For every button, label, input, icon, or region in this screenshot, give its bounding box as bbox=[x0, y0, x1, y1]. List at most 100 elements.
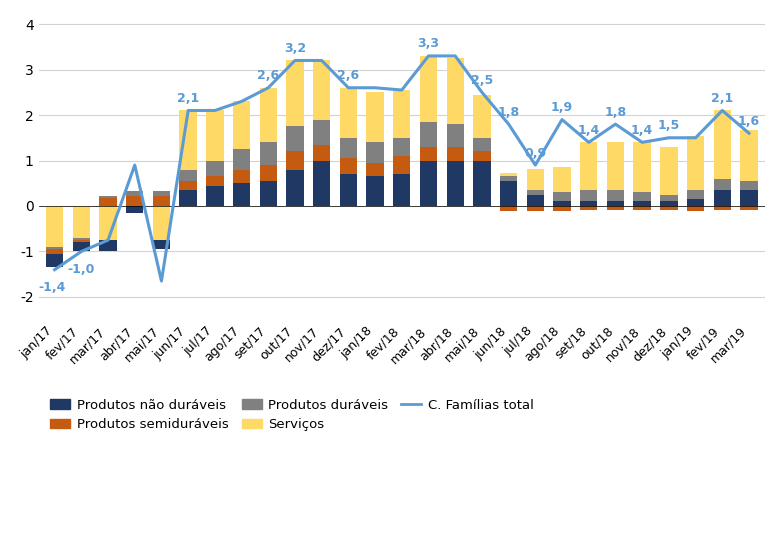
Bar bbox=[500, 181, 517, 206]
Bar bbox=[233, 170, 250, 183]
Bar bbox=[526, 206, 544, 212]
Text: 1,5: 1,5 bbox=[658, 120, 680, 133]
Bar bbox=[446, 58, 464, 124]
Bar bbox=[393, 156, 410, 174]
Bar bbox=[179, 181, 197, 190]
Bar bbox=[473, 151, 491, 161]
Bar bbox=[420, 56, 438, 122]
Bar bbox=[526, 190, 544, 195]
Bar bbox=[46, 206, 63, 247]
Text: 1,4: 1,4 bbox=[631, 124, 654, 137]
Bar bbox=[206, 176, 224, 186]
Text: 2,6: 2,6 bbox=[337, 69, 360, 82]
Bar bbox=[260, 165, 277, 181]
Bar bbox=[206, 161, 224, 176]
Bar bbox=[740, 190, 757, 206]
Legend: Produtos não duráveis, Produtos semiduráveis, Produtos duráveis, Serviços, C. Fa: Produtos não duráveis, Produtos semidurá… bbox=[45, 393, 539, 437]
Bar bbox=[99, 195, 117, 198]
Text: 3,3: 3,3 bbox=[417, 37, 439, 50]
Bar bbox=[367, 142, 384, 163]
Bar bbox=[473, 95, 491, 138]
Bar bbox=[553, 201, 571, 206]
Bar bbox=[340, 138, 357, 159]
Bar bbox=[580, 206, 597, 209]
Bar bbox=[367, 176, 384, 206]
Bar bbox=[153, 206, 170, 240]
Text: -1,4: -1,4 bbox=[38, 281, 66, 294]
Bar bbox=[420, 147, 438, 161]
Bar bbox=[526, 169, 544, 190]
Bar bbox=[179, 190, 197, 206]
Text: 1,6: 1,6 bbox=[738, 115, 760, 128]
Bar bbox=[687, 199, 704, 206]
Bar bbox=[260, 142, 277, 165]
Bar bbox=[153, 192, 170, 196]
Bar bbox=[446, 147, 464, 161]
Bar bbox=[313, 161, 331, 206]
Bar bbox=[313, 61, 331, 120]
Bar bbox=[126, 192, 144, 196]
Bar bbox=[126, 196, 144, 206]
Bar bbox=[126, 206, 144, 213]
Bar bbox=[714, 190, 731, 206]
Bar bbox=[73, 238, 90, 240]
Bar bbox=[473, 161, 491, 206]
Bar bbox=[526, 195, 544, 206]
Bar bbox=[179, 170, 197, 181]
Bar bbox=[473, 138, 491, 151]
Bar bbox=[340, 174, 357, 206]
Bar bbox=[420, 122, 438, 147]
Bar bbox=[286, 170, 303, 206]
Bar bbox=[607, 206, 624, 209]
Bar bbox=[740, 206, 757, 209]
Bar bbox=[500, 206, 517, 212]
Bar bbox=[714, 110, 731, 179]
Bar bbox=[73, 240, 90, 242]
Bar bbox=[607, 201, 624, 206]
Bar bbox=[714, 206, 731, 209]
Bar bbox=[313, 144, 331, 161]
Bar bbox=[286, 151, 303, 170]
Bar bbox=[99, 198, 117, 206]
Bar bbox=[660, 195, 678, 201]
Bar bbox=[580, 190, 597, 201]
Bar bbox=[233, 149, 250, 170]
Bar bbox=[633, 201, 651, 206]
Bar bbox=[660, 206, 678, 209]
Text: 2,1: 2,1 bbox=[711, 92, 733, 105]
Bar bbox=[206, 110, 224, 161]
Text: 1,9: 1,9 bbox=[551, 101, 573, 114]
Bar bbox=[286, 61, 303, 127]
Bar bbox=[73, 242, 90, 252]
Bar bbox=[714, 179, 731, 190]
Bar bbox=[260, 181, 277, 206]
Bar bbox=[260, 88, 277, 142]
Text: 1,8: 1,8 bbox=[604, 105, 626, 118]
Bar bbox=[153, 196, 170, 206]
Bar bbox=[446, 124, 464, 147]
Bar bbox=[633, 142, 651, 193]
Bar bbox=[46, 247, 63, 249]
Bar bbox=[607, 142, 624, 190]
Bar bbox=[233, 101, 250, 149]
Bar bbox=[500, 176, 517, 181]
Text: 0,9: 0,9 bbox=[524, 147, 547, 160]
Text: -1,0: -1,0 bbox=[68, 263, 95, 276]
Bar bbox=[553, 206, 571, 210]
Text: 2,5: 2,5 bbox=[471, 74, 493, 87]
Bar bbox=[687, 190, 704, 199]
Bar bbox=[393, 90, 410, 138]
Bar bbox=[420, 161, 438, 206]
Text: 3,2: 3,2 bbox=[284, 42, 306, 55]
Bar bbox=[99, 240, 117, 252]
Bar bbox=[367, 163, 384, 176]
Bar bbox=[179, 110, 197, 170]
Bar bbox=[553, 193, 571, 201]
Bar bbox=[286, 127, 303, 151]
Bar bbox=[446, 161, 464, 206]
Bar bbox=[607, 190, 624, 201]
Bar bbox=[46, 254, 63, 267]
Text: 1,8: 1,8 bbox=[498, 105, 519, 118]
Bar bbox=[340, 88, 357, 138]
Text: 1,4: 1,4 bbox=[578, 124, 600, 137]
